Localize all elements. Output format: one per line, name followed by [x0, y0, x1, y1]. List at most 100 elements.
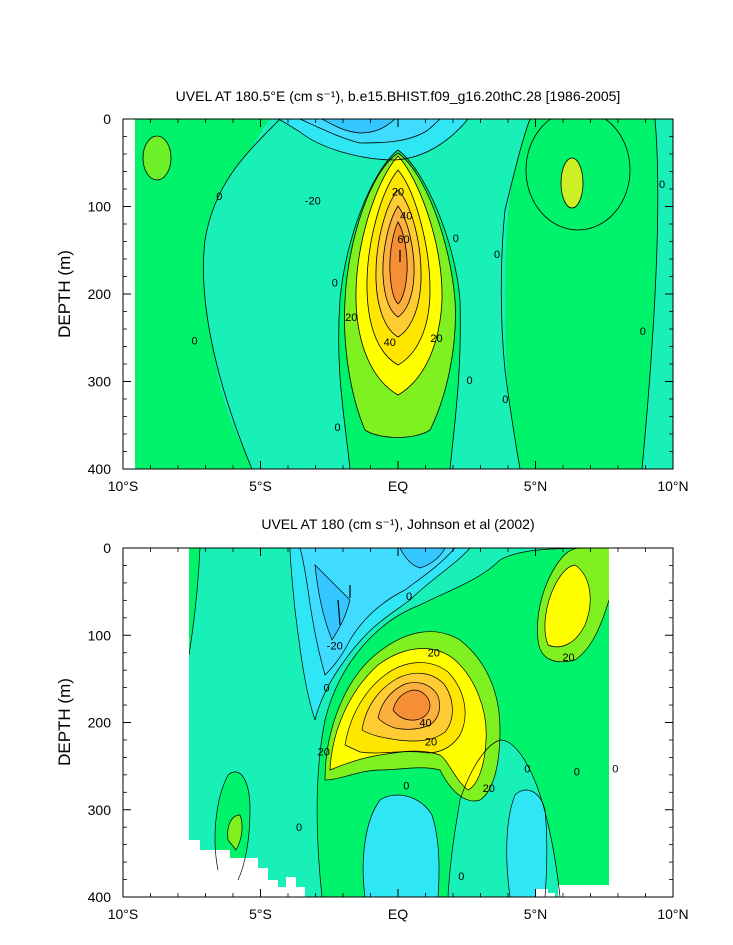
- panel-2-contour-line: [392, 689, 431, 721]
- panel-1-contour-line: [344, 152, 456, 438]
- contour-label: 60: [397, 234, 409, 246]
- panel-1-fill-south-cell: [143, 136, 171, 180]
- y-tick-label: 200: [88, 286, 112, 302]
- panel-1-contour-line: [355, 155, 443, 396]
- x-tick-label: 10°N: [657, 906, 688, 922]
- contour-label: 0: [659, 179, 665, 191]
- panel-2-contour-line: [324, 631, 501, 802]
- panel-2-contour-labels: 0 -20 20 20 0 40 20 20 0 0 0 0 20 0 0: [296, 591, 618, 883]
- panel-1-contour-line: [321, 119, 396, 134]
- panel-2-contour-line: [189, 548, 201, 656]
- x-tick-label: 5°N: [524, 478, 548, 494]
- panel-1-contour-line: [338, 149, 399, 469]
- panel-2-contour-line: [316, 548, 609, 897]
- contour-label: 20: [430, 333, 442, 345]
- x-tick-label: EQ: [388, 906, 408, 922]
- y-tick-label: 100: [88, 199, 112, 215]
- x-tick-label: 10°S: [108, 906, 139, 922]
- y-tick-label: 100: [88, 627, 112, 643]
- panel-1-contour-line: [560, 157, 584, 209]
- panel-2-fill-west-strip: [189, 548, 200, 655]
- panel-1-contour-line: [525, 119, 631, 231]
- contour-label: 20: [392, 187, 404, 199]
- panel-2-y-axis-label: DEPTH (m): [55, 678, 74, 766]
- panel-2-fill-sec-20: [300, 548, 455, 675]
- contour-label: 0: [403, 780, 409, 792]
- contour-label: 20: [425, 737, 437, 749]
- panel-2-fill-euc-60: [393, 690, 430, 721]
- x-tick-label: EQ: [388, 478, 408, 494]
- panel-2-contour-line: [362, 794, 440, 897]
- contour-label: -20: [305, 195, 321, 207]
- contour-label: 0: [453, 233, 459, 245]
- panel-1-contour-lines: [142, 119, 659, 469]
- panel-2-contour-lines: [189, 548, 609, 897]
- panel-1-contour-line: [389, 221, 408, 305]
- contour-label: 40: [419, 718, 431, 730]
- panel-2-contour-line: [344, 662, 466, 754]
- contour-label: 0: [191, 335, 197, 347]
- contour-label: 20: [562, 652, 574, 664]
- contour-label: 20: [345, 312, 357, 324]
- contour-label: 0: [466, 375, 472, 387]
- x-tick-label: 5°S: [249, 478, 272, 494]
- contour-label: 0: [574, 766, 580, 778]
- contour-label: 0: [612, 764, 618, 776]
- panel-1-contour-line: [375, 189, 422, 338]
- panel-1-contour-line: [500, 119, 531, 469]
- panel-2-contour-line: [289, 548, 316, 721]
- panel-2-fill-mask-east2: [558, 885, 609, 897]
- contour-label: 20: [318, 746, 330, 758]
- panel-1-contour-fill: [135, 119, 673, 469]
- panel-2-fill-necc-30: [544, 565, 591, 647]
- panel-1-contour-line: [299, 119, 441, 144]
- panel-2-contour-line: [299, 548, 456, 676]
- contour-label: 0: [502, 394, 508, 406]
- panel-2-contour-line: [329, 648, 487, 791]
- contour-label: 0: [640, 326, 646, 338]
- x-tick-label: 5°S: [249, 906, 272, 922]
- x-tick-label: 10°S: [108, 478, 139, 494]
- y-tick-label: 200: [88, 715, 112, 731]
- panel-2-contour-line: [544, 564, 591, 648]
- panel-1-contour-line: [203, 119, 281, 469]
- panel-1-fill-minus30: [322, 119, 395, 133]
- y-tick-label: 0: [103, 111, 111, 127]
- panel-2-fill-deep-east-negative: [506, 790, 547, 897]
- contour-label: 0: [323, 683, 329, 695]
- contour-label: 0: [406, 591, 412, 603]
- panel-1: UVEL AT 180.5°E (cm s⁻¹), b.e15.BHIST.f0…: [55, 88, 689, 494]
- panel-1-y-axis-label: DEPTH (m): [55, 250, 74, 338]
- panel-1-contour-line: [366, 169, 431, 366]
- y-tick-label: 400: [88, 461, 112, 477]
- contour-label: 20: [428, 648, 440, 660]
- contour-label: 40: [384, 337, 396, 349]
- panel-2-contour-line: [214, 771, 251, 881]
- panel-1-contour-line: [397, 149, 461, 469]
- contour-label: 0: [494, 249, 500, 261]
- y-tick-label: 0: [103, 540, 111, 556]
- panel-2-title: UVEL AT 180 (cm s⁻¹), Johnson et al (200…: [261, 516, 534, 532]
- y-tick-label: 400: [88, 889, 112, 905]
- panel-2-contour-line: [314, 564, 351, 641]
- panel-2-fill-deep-negative: [363, 795, 440, 897]
- contour-label: 40: [400, 210, 412, 222]
- panel-1-fill-necc-20: [561, 158, 583, 208]
- panel-1-contour-labels: 0 -20 20 40 60 0 0 0 0 0 20 40 20 0 0 0 0: [191, 179, 665, 434]
- panel-2: UVEL AT 180 (cm s⁻¹), Johnson et al (200…: [55, 516, 689, 922]
- contour-label: 20: [483, 783, 495, 795]
- x-tick-label: 10°N: [657, 478, 688, 494]
- contour-label: 0: [296, 822, 302, 834]
- contour-label: 0: [524, 764, 530, 776]
- panel-2-contour-line: [537, 548, 609, 663]
- x-tick-label: 5°N: [524, 906, 548, 922]
- y-tick-label: 300: [88, 374, 112, 390]
- panel-1-fill-east-negative-strip: [485, 119, 530, 469]
- contour-label: -20: [327, 641, 343, 653]
- panel-2-contour-line: [361, 672, 453, 742]
- contour-label: 0: [216, 191, 222, 203]
- panel-1-contour-line: [382, 205, 415, 318]
